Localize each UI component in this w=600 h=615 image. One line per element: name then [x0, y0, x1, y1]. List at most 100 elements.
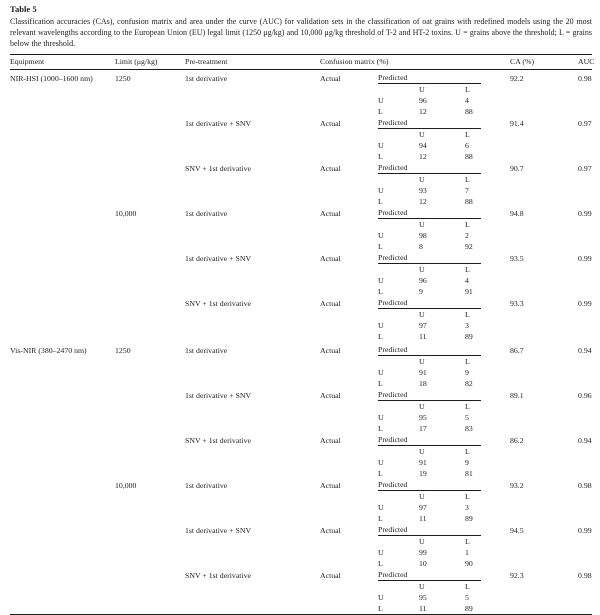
actual-label-cell	[320, 581, 378, 592]
actual-label-cell	[320, 309, 378, 320]
auc-value-cell	[578, 367, 592, 378]
pretreatment-cell: SNV + 1st derivative	[185, 164, 251, 174]
matrix-row-label: L	[378, 469, 383, 479]
matrix-value-cell: 11	[419, 514, 427, 524]
ca-value-cell	[510, 106, 578, 117]
pretreatment-cell: 1st derivative + SNV	[185, 119, 252, 129]
pretreatment-cell	[185, 401, 320, 412]
block-6-matrix-row-l: L 18 82	[10, 378, 592, 389]
matrix-value-cell: 94	[419, 141, 427, 151]
matrix-col-header-l: L	[465, 582, 470, 592]
equipment-cell	[10, 468, 115, 479]
matrix-value-cell: 97	[419, 321, 427, 331]
limit-cell	[115, 446, 185, 457]
block-4-matrix-row-l: L 9 91	[10, 286, 592, 297]
actual-label-cell	[320, 129, 378, 140]
col-header-equipment: Equipment	[10, 54, 115, 71]
pretreatment-cell	[185, 264, 320, 275]
matrix-col-header-l: L	[465, 265, 470, 275]
ca-value-cell: 93.5	[510, 254, 524, 264]
matrix-row-label: U	[378, 413, 384, 423]
matrix-value-cell: 3	[465, 503, 469, 513]
matrix-col-header-l: L	[465, 447, 470, 457]
block-9-matrix-row-l: L 11 89	[10, 513, 592, 524]
col-header-auc: AUC	[578, 54, 594, 71]
matrix-value-cell: 96	[419, 276, 427, 286]
block-10-matrix-row-u: U 99 1	[10, 547, 592, 558]
matrix-col-header-u: U	[419, 447, 425, 457]
predicted-label: Predicted	[378, 344, 481, 357]
actual-label-cell	[320, 331, 378, 342]
limit-cell: 10,000	[115, 481, 137, 491]
matrix-corner-cell	[378, 309, 419, 320]
predicted-cell: Predicted	[378, 117, 510, 130]
equipment-cell	[10, 401, 115, 412]
ca-value-cell	[510, 367, 578, 378]
block-5-main-row: SNV + 1st derivative Actual Predicted 93.3 0…	[10, 297, 592, 310]
block-11-matrix-row-u: U 95 5	[10, 592, 592, 603]
actual-label-cell: Actual	[320, 74, 341, 84]
matrix-row-label: U	[378, 593, 384, 603]
predicted-cell: Predicted	[378, 297, 510, 310]
matrix-col-header-l: L	[465, 310, 470, 320]
limit-cell	[115, 502, 185, 513]
matrix-value-cell: 12	[419, 107, 427, 117]
matrix-col-header-l: L	[465, 175, 470, 185]
matrix-corner-cell	[378, 536, 419, 547]
equipment-cell	[10, 84, 115, 95]
ca-value-cell	[510, 174, 578, 185]
predicted-cell: Predicted	[378, 524, 510, 537]
matrix-value-cell: 88	[465, 152, 473, 162]
limit-cell	[115, 264, 185, 275]
predicted-cell: Predicted	[378, 162, 510, 175]
table-body: NIR-HSI (1000–1600 nm) 1250 1st derivative…	[10, 70, 592, 615]
block-2-matrix-row-l: L 12 88	[10, 196, 592, 207]
actual-label-cell	[320, 536, 378, 547]
ca-value-cell	[510, 264, 578, 275]
predicted-cell: Predicted	[378, 207, 510, 220]
table-label: Table 5	[10, 4, 37, 14]
ca-value-cell: 90.7	[510, 164, 524, 174]
equipment-cell	[10, 603, 115, 615]
equipment-cell	[10, 356, 115, 367]
table-header-row: Equipment Limit (μg/kg) Pre-treatment Co…	[10, 54, 594, 71]
pretreatment-cell	[185, 536, 320, 547]
limit-cell	[115, 468, 185, 479]
pretreatment-cell	[185, 356, 320, 367]
col-header-ca: CA (%)	[510, 54, 578, 71]
actual-label-cell	[320, 558, 378, 569]
actual-label-cell: Actual	[320, 571, 341, 581]
actual-label-cell	[320, 592, 378, 603]
equipment-cell	[10, 423, 115, 434]
matrix-value-cell: 89	[465, 514, 473, 524]
actual-label-cell: Actual	[320, 346, 341, 356]
auc-value-cell	[578, 457, 592, 468]
actual-label-cell	[320, 241, 378, 252]
table-caption: Classification accuracies (CAs), confusi…	[10, 17, 592, 48]
matrix-col-header-l: L	[465, 357, 470, 367]
pretreatment-cell: 1st derivative	[185, 209, 228, 219]
limit-cell	[115, 286, 185, 297]
matrix-row-label: U	[378, 276, 384, 286]
limit-cell: 1250	[115, 74, 131, 84]
actual-label-cell	[320, 401, 378, 412]
ca-value-cell: 94.5	[510, 526, 524, 536]
col-header-limit: Limit (μg/kg)	[115, 54, 185, 71]
matrix-value-cell: 2	[465, 231, 469, 241]
auc-value-cell	[578, 378, 592, 389]
pretreatment-cell	[185, 185, 320, 196]
pretreatment-cell	[185, 446, 320, 457]
equipment-cell	[10, 320, 115, 331]
auc-value-cell	[578, 84, 592, 95]
limit-cell	[115, 524, 185, 536]
limit-cell	[115, 84, 185, 95]
block-1-main-row: 1st derivative + SNV Actual Predicted 91.4 0…	[10, 117, 592, 130]
matrix-value-cell: 18	[419, 379, 427, 389]
actual-label-cell: Actual	[320, 526, 341, 536]
limit-cell	[115, 129, 185, 140]
matrix-value-cell: 88	[465, 107, 473, 117]
block-1-matrix-row-u: U 94 6	[10, 140, 592, 151]
ca-value-cell: 89.1	[510, 391, 524, 401]
auc-value-cell: 0.98	[578, 74, 592, 84]
pretreatment-cell	[185, 241, 320, 252]
